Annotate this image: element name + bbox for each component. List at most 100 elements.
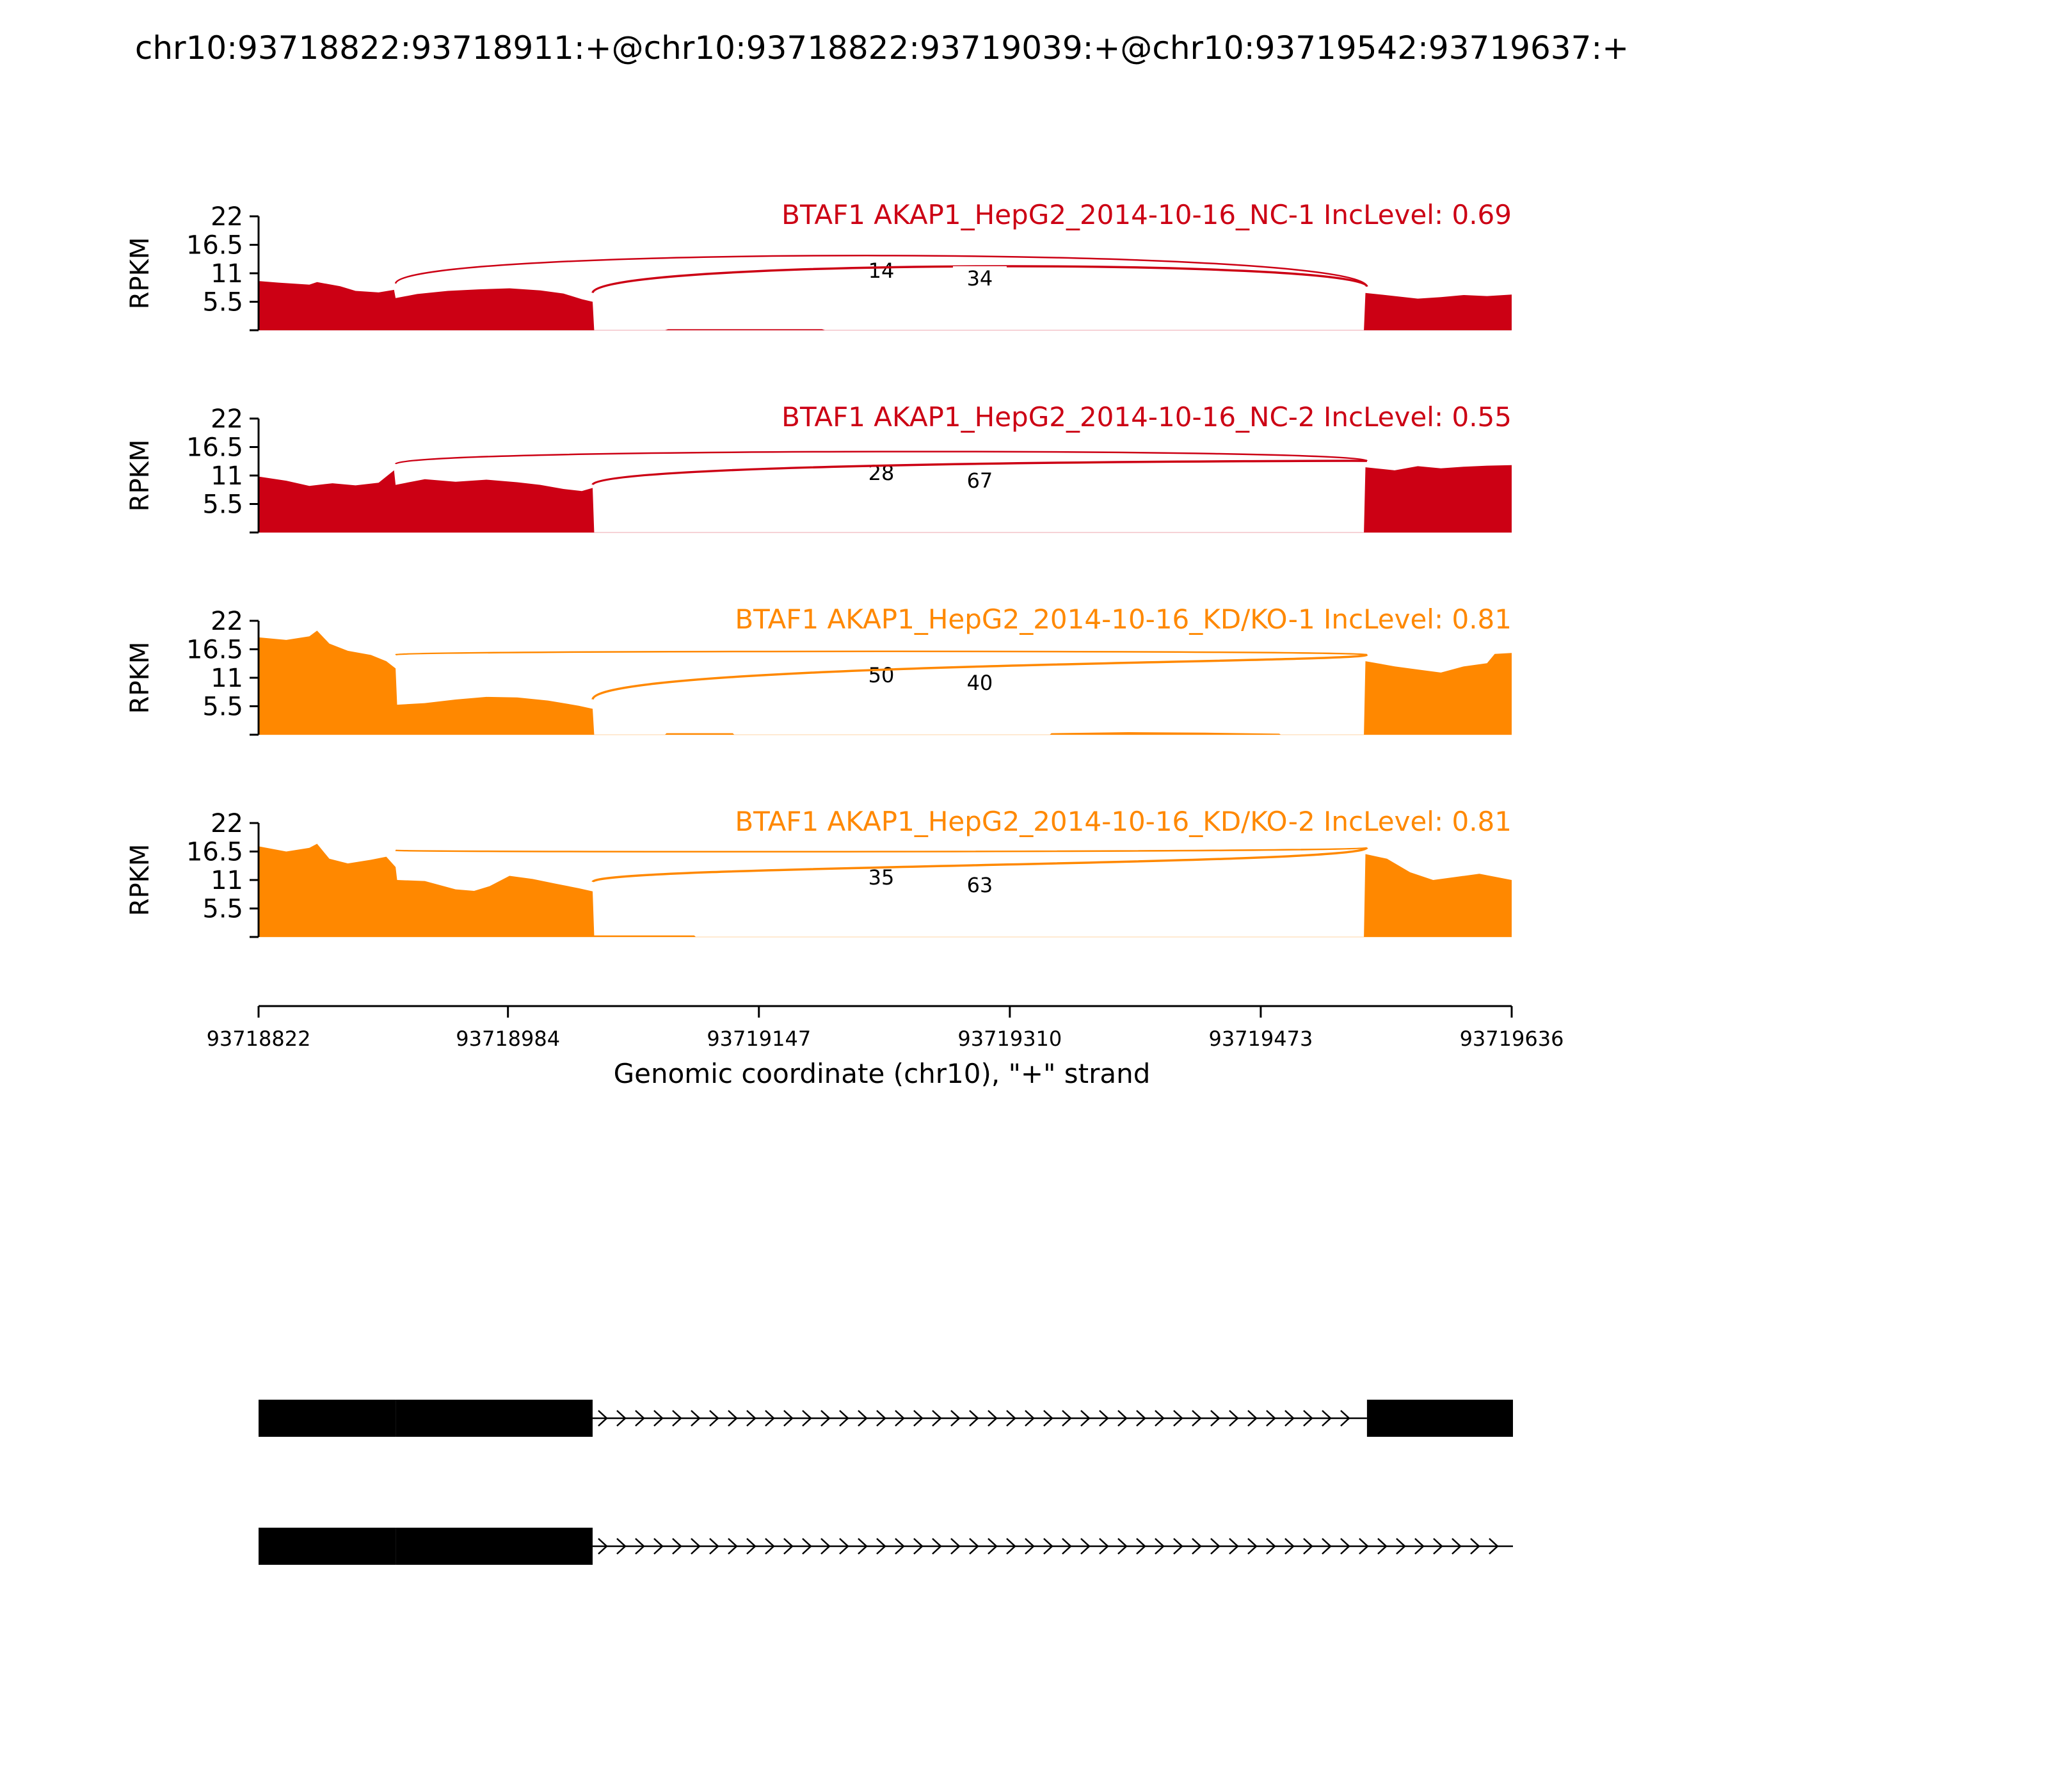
coverage-area [259, 630, 1512, 735]
strand-arrow [988, 1538, 998, 1555]
y-axis-label: RPKM [125, 844, 155, 916]
gene-model-track [259, 1400, 1513, 1565]
strand-arrow [1229, 1410, 1239, 1427]
strand-arrow [1080, 1410, 1091, 1427]
strand-arrow [820, 1538, 831, 1555]
strand-arrow [913, 1538, 924, 1555]
exon-block [259, 1528, 396, 1565]
strand-arrow [1173, 1538, 1183, 1555]
junction-count-bg [952, 266, 1007, 291]
strand-arrow [839, 1410, 849, 1427]
strand-arrow [1210, 1538, 1220, 1555]
strand-arrow [709, 1538, 719, 1555]
exon-block [259, 1400, 396, 1437]
y-tick-label: 11 [211, 866, 243, 895]
y-tick-label: 5.5 [202, 490, 243, 520]
strand-arrow [1247, 1410, 1258, 1427]
strand-arrow [1155, 1538, 1165, 1555]
strand-arrow [1062, 1538, 1072, 1555]
strand-arrow [1210, 1410, 1220, 1427]
sample-title: BTAF1 AKAP1_HepG2_2014-10-16_KD/KO-1 Inc… [735, 604, 1512, 635]
strand-arrow [1396, 1538, 1406, 1555]
strand-arrow [1006, 1538, 1016, 1555]
junction-arc [591, 653, 1368, 700]
strand-arrow [950, 1410, 961, 1427]
coverage-area [259, 844, 1512, 937]
junction-count-bg [952, 873, 1007, 897]
isoform-2 [259, 1528, 1513, 1565]
strand-arrow [932, 1410, 942, 1427]
strand-arrow [1080, 1538, 1091, 1555]
isoform-1 [259, 1400, 1513, 1437]
exon-block [396, 1528, 593, 1565]
x-axis: Genomic coordinate (chr10), "+" strand 9… [207, 1005, 1564, 1089]
coverage-area [259, 281, 1512, 330]
exon-block [1366, 1400, 1513, 1437]
junction-count-bg [854, 865, 908, 890]
x-tick-label: 93719310 [957, 1027, 1062, 1051]
strand-arrow [913, 1410, 924, 1427]
strand-arrow [1414, 1538, 1425, 1555]
x-tick-label: 93719147 [707, 1027, 811, 1051]
strand-arrow [969, 1410, 979, 1427]
strand-arrow [1433, 1538, 1443, 1555]
strand-arrow [746, 1538, 756, 1555]
strand-arrow [802, 1538, 812, 1555]
junction-count-label: 67 [967, 468, 993, 493]
strand-arrow [1284, 1410, 1295, 1427]
strand-arrow [653, 1410, 664, 1427]
y-tick-label: 16.5 [186, 838, 243, 867]
strand-arrow [1173, 1410, 1183, 1427]
y-tick-label: 22 [211, 607, 243, 636]
y-tick-label: 16.5 [186, 636, 243, 665]
strand-arrow [1489, 1538, 1499, 1555]
x-tick-label: 93718822 [207, 1027, 311, 1051]
strand-arrow [895, 1410, 905, 1427]
strand-arrow [988, 1410, 998, 1427]
y-tick-label: 11 [211, 664, 243, 693]
x-axis-label: Genomic coordinate (chr10), "+" strand [614, 1058, 1151, 1089]
strand-arrow [876, 1410, 886, 1427]
y-tick-label: 22 [211, 809, 243, 838]
strand-arrow [1155, 1410, 1165, 1427]
strand-arrow [1377, 1538, 1388, 1555]
strand-arrow [653, 1538, 664, 1555]
strand-arrow [746, 1410, 756, 1427]
strand-arrow [1117, 1410, 1128, 1427]
strand-arrow [932, 1538, 942, 1555]
strand-arrow [765, 1538, 775, 1555]
strand-arrow [728, 1538, 738, 1555]
x-tick-label: 93719636 [1460, 1027, 1564, 1051]
junction-count-bg [854, 663, 908, 687]
y-axis-label: RPKM [125, 440, 155, 512]
strand-arrow [635, 1538, 645, 1555]
y-axis-label: RPKM [125, 237, 155, 310]
strand-arrow [1340, 1538, 1350, 1555]
strand-arrow [635, 1410, 645, 1427]
exon-block [396, 1400, 593, 1437]
junction-count-label: 63 [967, 873, 993, 897]
strand-arrow [1117, 1538, 1128, 1555]
junction-arc [394, 451, 1368, 465]
junction-count-label: 40 [967, 671, 993, 695]
strand-arrow [1470, 1538, 1480, 1555]
coverage-area [259, 465, 1512, 532]
strand-arrow [1266, 1538, 1276, 1555]
y-tick-label: 11 [211, 461, 243, 491]
y-tick-label: 5.5 [202, 692, 243, 722]
junction-count-label: 34 [967, 266, 993, 291]
strand-arrow [691, 1538, 701, 1555]
strand-arrow [783, 1538, 794, 1555]
junction-count-bg [854, 259, 908, 283]
junction-count-label: 50 [868, 663, 895, 687]
y-tick-label: 5.5 [202, 288, 243, 317]
strand-arrow [1099, 1538, 1109, 1555]
strand-arrow [1043, 1538, 1053, 1555]
strand-arrow [1359, 1538, 1369, 1555]
strand-arrow [895, 1538, 905, 1555]
